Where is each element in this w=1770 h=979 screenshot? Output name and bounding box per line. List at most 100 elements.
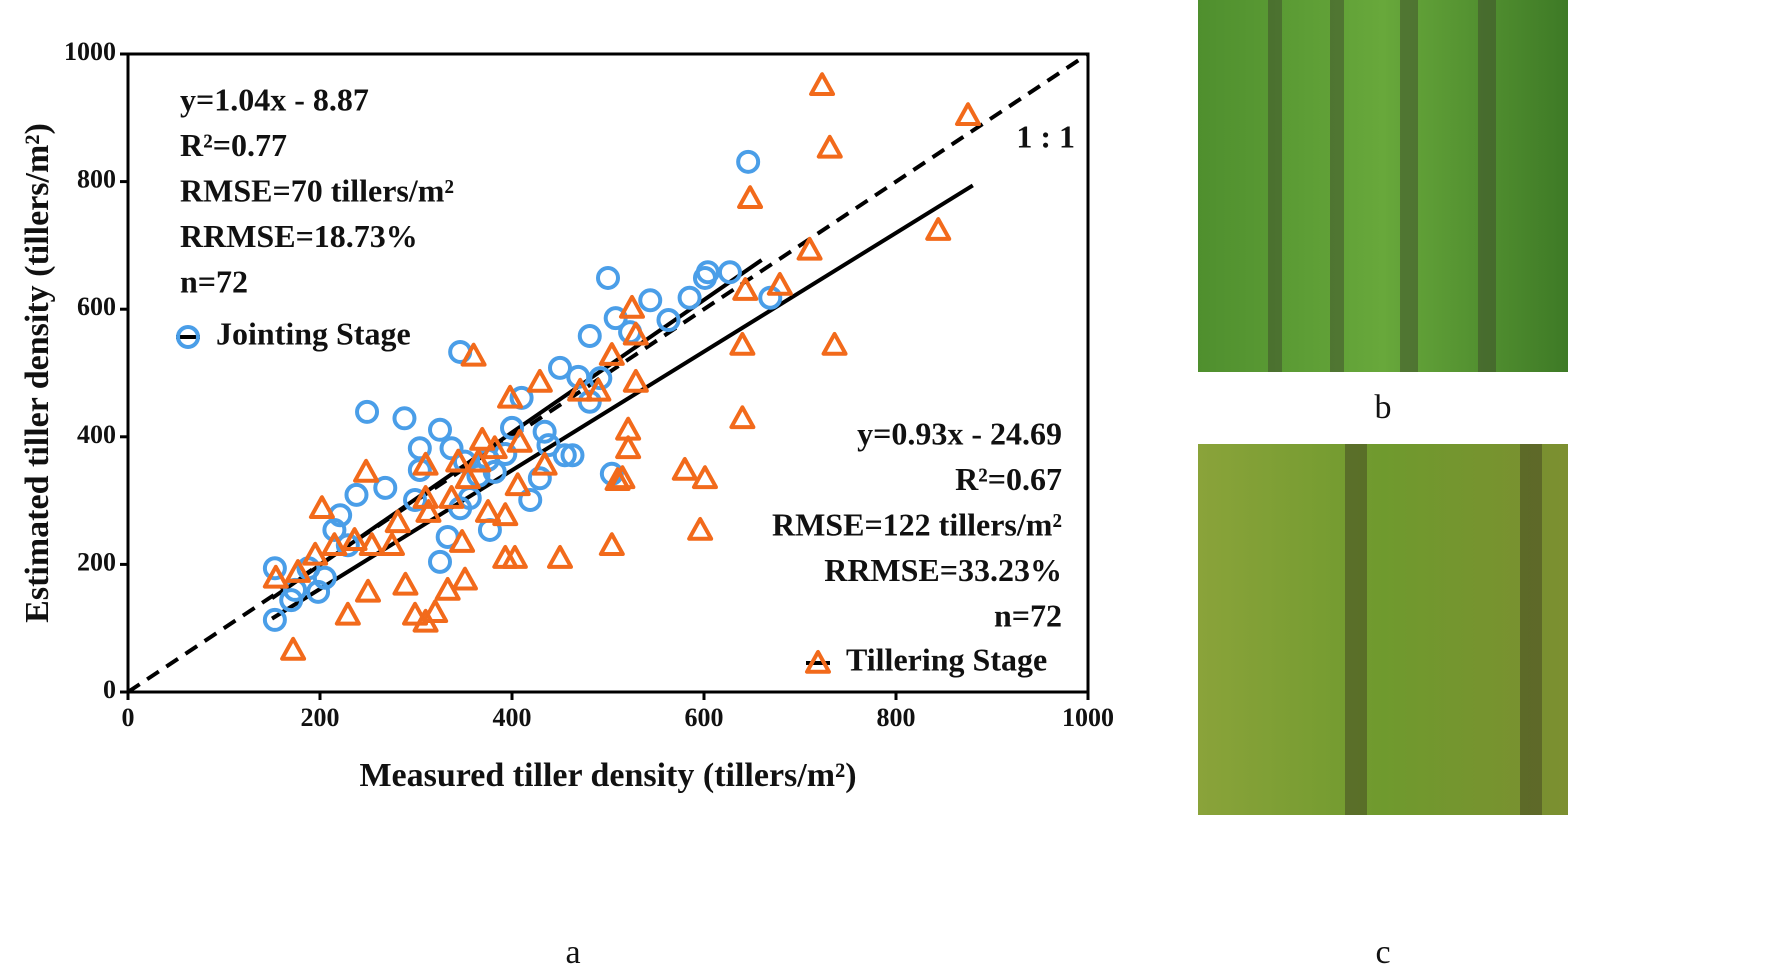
data-point — [677, 285, 702, 310]
data-point — [615, 435, 642, 460]
data-point — [493, 442, 518, 467]
data-point — [334, 601, 361, 626]
x-tick-label: 600 — [685, 703, 724, 732]
fit-line — [270, 183, 974, 621]
data-point — [465, 448, 492, 473]
legend-label: Jointing Stage — [216, 315, 411, 351]
data-point — [585, 377, 612, 402]
annotation: RRMSE=33.23% — [824, 552, 1062, 588]
annotation: R²=0.77 — [180, 127, 287, 163]
data-point — [717, 260, 742, 285]
data-point — [392, 406, 417, 431]
data-point — [671, 456, 698, 481]
panel-label: b — [1375, 389, 1392, 426]
data-point — [415, 499, 442, 523]
data-point — [552, 443, 577, 468]
annotation: R²=0.67 — [955, 461, 1062, 497]
identity-label: 1 : 1 — [1016, 118, 1075, 154]
data-point — [384, 509, 411, 534]
data-point — [449, 529, 476, 553]
annotation: RRMSE=18.73% — [180, 218, 418, 254]
photo-c — [1198, 444, 1568, 815]
panel-label: a — [565, 934, 580, 971]
data-point — [454, 465, 481, 490]
data-point — [732, 277, 759, 301]
y-tick-label: 800 — [77, 165, 116, 194]
data-point — [500, 415, 524, 440]
data-point — [322, 517, 347, 542]
annotation: RMSE=70 tillers/m² — [180, 172, 454, 208]
x-tick-label: 0 — [122, 703, 135, 732]
data-point — [766, 271, 793, 296]
legend-label: Tillering Stage — [846, 641, 1047, 677]
y-tick-label: 600 — [77, 292, 116, 321]
data-point — [816, 134, 843, 159]
data-point — [379, 532, 405, 557]
data-point — [501, 545, 528, 569]
y-tick-label: 1000 — [64, 37, 116, 66]
data-point — [925, 217, 952, 241]
data-point — [504, 472, 531, 497]
annotation: RMSE=122 tillers/m² — [772, 506, 1062, 542]
panel-label: c — [1375, 934, 1390, 971]
data-point — [402, 601, 429, 626]
data-point — [518, 487, 543, 512]
data-point — [691, 465, 718, 490]
data-point — [280, 636, 307, 661]
data-point — [609, 465, 636, 490]
data-point — [695, 260, 720, 285]
annotation: y=0.93x - 24.69 — [857, 415, 1062, 451]
data-point — [536, 433, 561, 458]
data-point — [353, 458, 380, 483]
data-point — [262, 564, 289, 589]
data-point — [428, 417, 452, 442]
data-point — [302, 541, 329, 566]
data-point — [955, 102, 981, 127]
data-point — [439, 436, 464, 461]
data-point — [341, 527, 368, 551]
data-point — [392, 571, 419, 596]
data-point — [403, 487, 428, 512]
y-tick-label: 0 — [103, 675, 116, 704]
data-point — [460, 342, 487, 367]
fit-line — [270, 258, 763, 600]
data-point — [809, 72, 836, 97]
legend-marker — [805, 650, 831, 674]
data-point — [656, 308, 681, 333]
data-point — [335, 533, 360, 558]
annotation: n=72 — [180, 263, 248, 299]
data-point — [469, 426, 496, 451]
data-point — [796, 236, 823, 261]
data-point — [531, 451, 558, 476]
data-point — [344, 482, 369, 507]
x-axis-title: Measured tiller density (tillers/m²) — [359, 757, 856, 794]
data-point — [567, 377, 594, 402]
data-point — [619, 294, 645, 319]
data-point — [588, 366, 613, 391]
y-axis-title: Estimated tiller density (tillers/m²) — [19, 123, 56, 623]
data-point — [497, 384, 524, 409]
data-point — [445, 448, 472, 473]
data-point — [306, 579, 331, 604]
data-point — [321, 532, 348, 557]
data-point — [506, 428, 533, 453]
plot-frame — [126, 52, 1090, 694]
data-point — [355, 399, 380, 424]
data-point — [438, 485, 465, 509]
data-point — [262, 607, 287, 632]
x-tick-label: 400 — [493, 703, 532, 732]
data-point — [358, 532, 385, 557]
data-point — [412, 451, 439, 476]
data-point — [526, 368, 553, 393]
data-point — [622, 321, 649, 346]
data-point — [308, 495, 335, 520]
data-point — [262, 556, 287, 581]
data-point — [284, 559, 311, 583]
data-point — [481, 435, 508, 460]
data-point — [475, 499, 501, 523]
data-point — [428, 549, 452, 574]
data-point — [729, 405, 756, 430]
x-tick-label: 200 — [301, 703, 340, 732]
data-point — [312, 565, 337, 590]
